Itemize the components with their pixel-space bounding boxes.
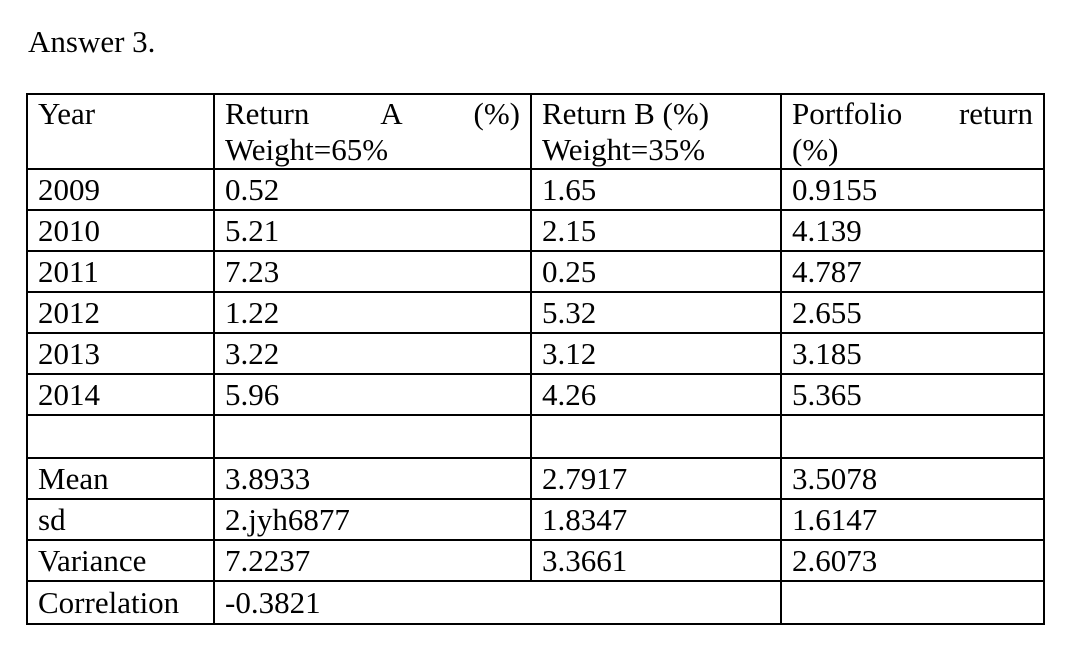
col-header-return-a: Return A (%) Weight=65% bbox=[213, 93, 532, 170]
header-return-a-word2: A bbox=[380, 96, 403, 131]
cell-portfolio: 3.5078 bbox=[780, 457, 1045, 500]
cell-stat-label: sd bbox=[26, 498, 215, 541]
header-return-a-weight: Weight=65% bbox=[225, 132, 389, 167]
cell-stat-label: Mean bbox=[26, 457, 215, 500]
page-title: Answer 3. bbox=[28, 24, 156, 59]
table-row-correlation: Correlation -0.3821 bbox=[26, 580, 1045, 625]
cell-return-a: 3.22 bbox=[213, 332, 532, 375]
cell-correlation-value: -0.3821 bbox=[213, 580, 782, 625]
table-row-2013: 2013 3.22 3.12 3.185 bbox=[26, 332, 1045, 375]
cell-year: 2012 bbox=[26, 291, 215, 334]
cell-return-b: 3.12 bbox=[530, 332, 782, 375]
table-row-mean: Mean 3.8933 2.7917 3.5078 bbox=[26, 457, 1045, 500]
header-return-a-line1: Return A (%) bbox=[225, 96, 520, 132]
cell-portfolio: 3.185 bbox=[780, 332, 1045, 375]
table-row-variance: Variance 7.2237 3.3661 2.6073 bbox=[26, 539, 1045, 582]
cell-year: 2011 bbox=[26, 250, 215, 293]
header-return-a-word1: Return bbox=[225, 96, 310, 131]
cell-empty bbox=[213, 414, 532, 459]
header-portfolio-line1: Portfolio return bbox=[792, 96, 1033, 132]
cell-return-a: 7.2237 bbox=[213, 539, 532, 582]
cell-portfolio: 1.6147 bbox=[780, 498, 1045, 541]
table-row-2010: 2010 5.21 2.15 4.139 bbox=[26, 209, 1045, 252]
col-header-year: Year bbox=[26, 93, 215, 170]
cell-return-b: 1.8347 bbox=[530, 498, 782, 541]
cell-empty bbox=[780, 580, 1045, 625]
cell-stat-label: Correlation bbox=[26, 580, 215, 625]
cell-stat-label: Variance bbox=[26, 539, 215, 582]
cell-portfolio: 4.139 bbox=[780, 209, 1045, 252]
cell-return-a: 5.21 bbox=[213, 209, 532, 252]
table-header-row: Year Return A (%) Weight=65% Return B (%… bbox=[26, 93, 1045, 170]
col-header-return-b: Return B (%) Weight=35% bbox=[530, 93, 782, 170]
header-return-b-weight: Weight=35% bbox=[542, 132, 706, 167]
header-year-label: Year bbox=[38, 96, 96, 131]
cell-year: 2013 bbox=[26, 332, 215, 375]
cell-return-a: 0.52 bbox=[213, 168, 532, 211]
cell-year: 2014 bbox=[26, 373, 215, 416]
cell-return-a: 3.8933 bbox=[213, 457, 532, 500]
header-portfolio-line2: (%) bbox=[792, 132, 839, 167]
cell-year: 2009 bbox=[26, 168, 215, 211]
cell-empty bbox=[530, 414, 782, 459]
cell-portfolio: 2.6073 bbox=[780, 539, 1045, 582]
table-row-2014: 2014 5.96 4.26 5.365 bbox=[26, 373, 1045, 416]
cell-return-b: 0.25 bbox=[530, 250, 782, 293]
header-return-a-word3: (%) bbox=[473, 96, 520, 131]
cell-return-b: 2.7917 bbox=[530, 457, 782, 500]
cell-return-a: 5.96 bbox=[213, 373, 532, 416]
cell-portfolio: 2.655 bbox=[780, 291, 1045, 334]
empty-spacer-row bbox=[26, 414, 1045, 459]
cell-year: 2010 bbox=[26, 209, 215, 252]
cell-return-b: 5.32 bbox=[530, 291, 782, 334]
header-return-b-line1: Return B (%) bbox=[542, 96, 710, 131]
table-row-sd: sd 2.jyh6877 1.8347 1.6147 bbox=[26, 498, 1045, 541]
cell-return-b: 3.3661 bbox=[530, 539, 782, 582]
col-header-portfolio: Portfolio return (%) bbox=[780, 93, 1045, 170]
cell-portfolio: 5.365 bbox=[780, 373, 1045, 416]
table-row-2012: 2012 1.22 5.32 2.655 bbox=[26, 291, 1045, 334]
header-portfolio-word1: Portfolio bbox=[792, 96, 903, 131]
cell-return-a: 1.22 bbox=[213, 291, 532, 334]
table-row-2009: 2009 0.52 1.65 0.9155 bbox=[26, 168, 1045, 211]
cell-return-b: 2.15 bbox=[530, 209, 782, 252]
header-portfolio-word2: return bbox=[958, 96, 1033, 131]
cell-return-b: 4.26 bbox=[530, 373, 782, 416]
cell-portfolio: 4.787 bbox=[780, 250, 1045, 293]
cell-return-a: 7.23 bbox=[213, 250, 532, 293]
returns-table: Year Return A (%) Weight=65% Return B (%… bbox=[26, 93, 1045, 625]
cell-return-a: 2.jyh6877 bbox=[213, 498, 532, 541]
table-row-2011: 2011 7.23 0.25 4.787 bbox=[26, 250, 1045, 293]
cell-return-b: 1.65 bbox=[530, 168, 782, 211]
cell-empty bbox=[780, 414, 1045, 459]
cell-portfolio: 0.9155 bbox=[780, 168, 1045, 211]
cell-empty bbox=[26, 414, 215, 459]
